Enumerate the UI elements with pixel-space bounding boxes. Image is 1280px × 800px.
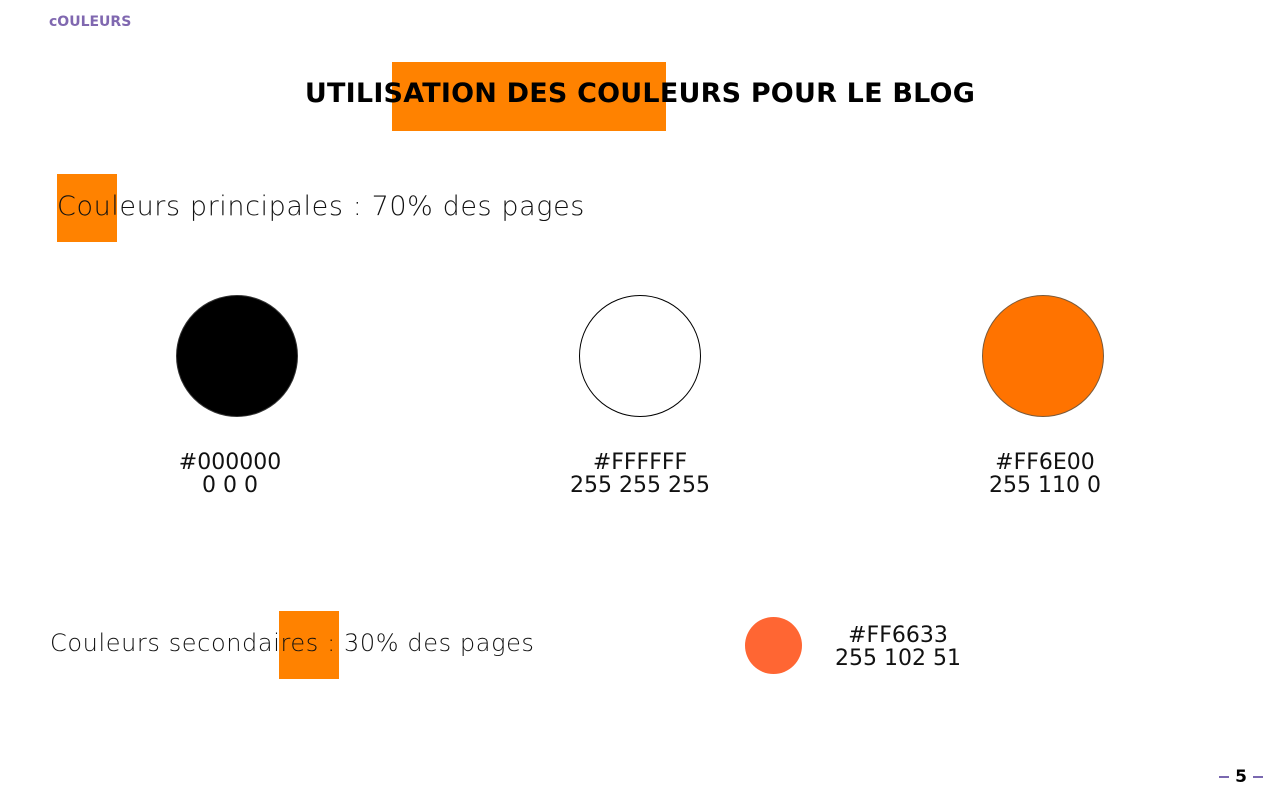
- color-swatch-coral: [745, 617, 802, 674]
- page-number-value: 5: [1235, 767, 1247, 787]
- page-title: UTILISATION DES COULEURS POUR LE BLOG: [304, 78, 976, 109]
- section-label: cOULEURS: [49, 14, 132, 30]
- dash-left: [1219, 776, 1230, 778]
- page-number: 5: [1219, 767, 1263, 787]
- dash-right: [1253, 776, 1263, 778]
- color-swatch-white: [579, 295, 701, 417]
- color-code-orange: #FF6E00 255 110 0: [945, 451, 1145, 497]
- secondary-colors-heading: Couleurs secondaires : 30% des pages: [50, 629, 535, 657]
- hex-value: #FF6633: [848, 623, 948, 648]
- hex-value: #000000: [178, 450, 282, 475]
- primary-heading-highlight: [57, 174, 117, 242]
- color-swatch-orange: [982, 295, 1104, 417]
- secondary-heading-highlight: [279, 611, 339, 679]
- color-code-white: #FFFFFF 255 255 255: [540, 451, 740, 497]
- color-code-black: #000000 0 0 0: [130, 451, 330, 497]
- rgb-value: 0 0 0: [202, 473, 258, 498]
- color-swatch-black: [176, 295, 298, 417]
- title-highlight: [392, 62, 666, 131]
- rgb-value: 255 102 51: [835, 646, 961, 671]
- rgb-value: 255 110 0: [989, 473, 1101, 498]
- rgb-value: 255 255 255: [570, 473, 710, 498]
- hex-value: #FF6E00: [995, 450, 1095, 475]
- primary-colors-heading: Couleurs principales : 70% des pages: [57, 191, 585, 222]
- color-code-coral: #FF6633 255 102 51: [798, 624, 998, 670]
- hex-value: #FFFFFF: [592, 450, 688, 475]
